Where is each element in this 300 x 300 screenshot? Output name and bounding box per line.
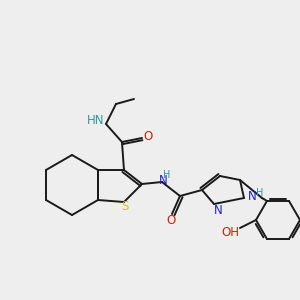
Text: OH: OH (221, 226, 239, 238)
Text: H: H (163, 170, 171, 180)
Text: S: S (121, 200, 129, 212)
Text: O: O (167, 214, 176, 227)
Text: N: N (248, 190, 256, 202)
Text: N: N (159, 173, 167, 187)
Text: H: H (256, 188, 264, 198)
Text: O: O (143, 130, 153, 143)
Text: HN: HN (87, 115, 105, 128)
Text: N: N (214, 203, 222, 217)
